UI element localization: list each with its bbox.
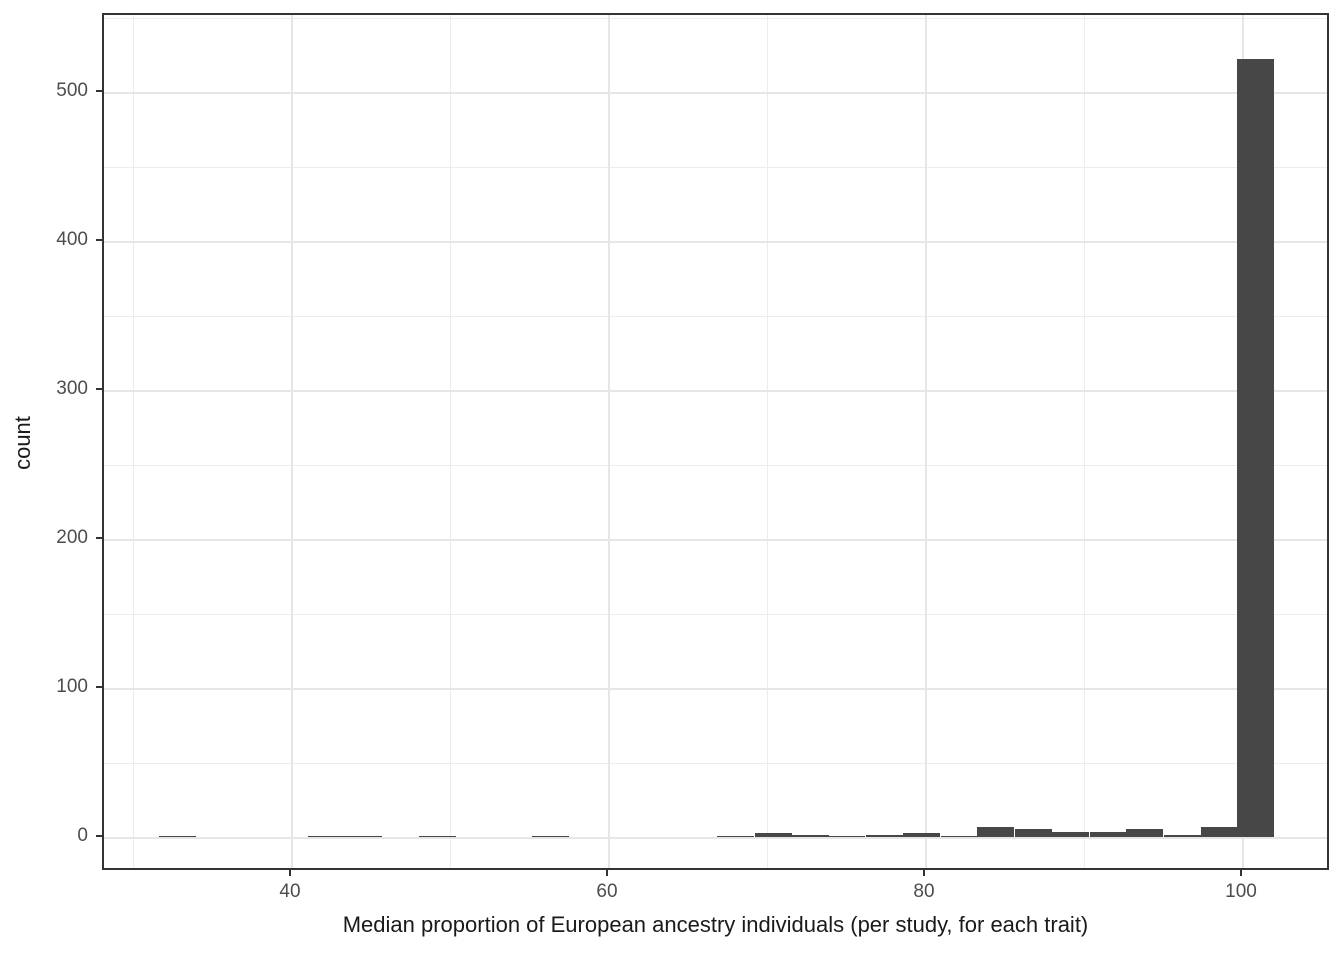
y-tick-label: 100 bbox=[56, 675, 88, 697]
gridline-minor-horizontal bbox=[104, 464, 1327, 466]
x-tick-mark bbox=[606, 870, 608, 876]
y-tick-label: 0 bbox=[77, 824, 88, 846]
histogram-bar bbox=[755, 833, 793, 838]
histogram-bar bbox=[308, 836, 346, 838]
gridline-minor-horizontal bbox=[104, 315, 1327, 317]
gridline-minor-vertical bbox=[1084, 15, 1085, 868]
histogram-bar bbox=[1200, 827, 1238, 838]
x-tick-label: 60 bbox=[596, 881, 618, 902]
histogram-bar bbox=[344, 836, 382, 838]
histogram-bar bbox=[1051, 831, 1089, 838]
y-tick-label: 300 bbox=[56, 377, 88, 399]
histogram-bar bbox=[977, 827, 1015, 838]
x-tick-label: 40 bbox=[279, 881, 301, 902]
x-tick-mark bbox=[1240, 870, 1242, 876]
histogram-bar bbox=[828, 836, 866, 838]
y-tick-label: 200 bbox=[56, 526, 88, 548]
x-tick-mark bbox=[289, 870, 291, 876]
gridline-major-horizontal bbox=[104, 538, 1327, 541]
gridline-major-vertical bbox=[291, 15, 293, 868]
gridline-minor-horizontal bbox=[104, 166, 1327, 168]
y-tick-mark bbox=[96, 685, 102, 688]
y-tick-mark bbox=[96, 834, 102, 837]
histogram-bar bbox=[159, 836, 197, 838]
histogram-bar bbox=[940, 836, 978, 838]
y-axis-title: count bbox=[10, 416, 35, 470]
x-tick-mark bbox=[923, 870, 925, 876]
gridline-minor-vertical bbox=[450, 15, 451, 868]
histogram-bar bbox=[1126, 828, 1164, 838]
x-tick-label: 80 bbox=[913, 881, 935, 902]
histogram-bar bbox=[531, 836, 569, 838]
y-tick-label: 400 bbox=[56, 228, 88, 250]
gridline-minor-vertical bbox=[133, 15, 134, 868]
gridline-major-horizontal bbox=[104, 92, 1327, 94]
gridline-major-horizontal bbox=[104, 687, 1327, 690]
gridline-major-vertical bbox=[608, 15, 610, 868]
y-tick-mark bbox=[96, 90, 102, 92]
histogram-bar bbox=[1164, 834, 1202, 838]
y-tick-mark bbox=[96, 238, 102, 241]
gridline-minor-horizontal bbox=[104, 613, 1327, 615]
gridline-minor-horizontal bbox=[104, 18, 1327, 20]
x-tick-label: 100 bbox=[1225, 881, 1257, 902]
gridline-major-vertical bbox=[925, 15, 927, 868]
histogram-bar bbox=[419, 836, 457, 838]
gridline-major-horizontal bbox=[104, 389, 1327, 392]
x-axis-title: Median proportion of European ancestry i… bbox=[342, 912, 1089, 937]
gridline-minor-horizontal bbox=[104, 762, 1327, 764]
histogram-bar bbox=[717, 836, 755, 838]
histogram-bar bbox=[866, 834, 904, 838]
histogram-bar bbox=[902, 833, 940, 838]
histogram-bar bbox=[1237, 58, 1275, 838]
gridline-major-horizontal bbox=[104, 836, 1327, 839]
plot-panel bbox=[102, 13, 1329, 870]
y-tick-label: 500 bbox=[56, 80, 88, 101]
gridline-minor-vertical bbox=[767, 15, 768, 868]
histogram-bar bbox=[1089, 831, 1127, 838]
histogram-bar bbox=[1015, 828, 1053, 838]
histogram-bar bbox=[791, 834, 829, 838]
gridline-major-horizontal bbox=[104, 240, 1327, 243]
y-tick-mark bbox=[96, 536, 102, 539]
y-tick-mark bbox=[96, 387, 102, 390]
